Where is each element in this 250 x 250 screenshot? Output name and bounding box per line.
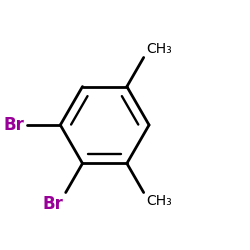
Text: CH₃: CH₃ <box>146 194 172 208</box>
Text: Br: Br <box>4 116 25 134</box>
Text: Br: Br <box>42 195 63 213</box>
Text: CH₃: CH₃ <box>146 42 172 56</box>
